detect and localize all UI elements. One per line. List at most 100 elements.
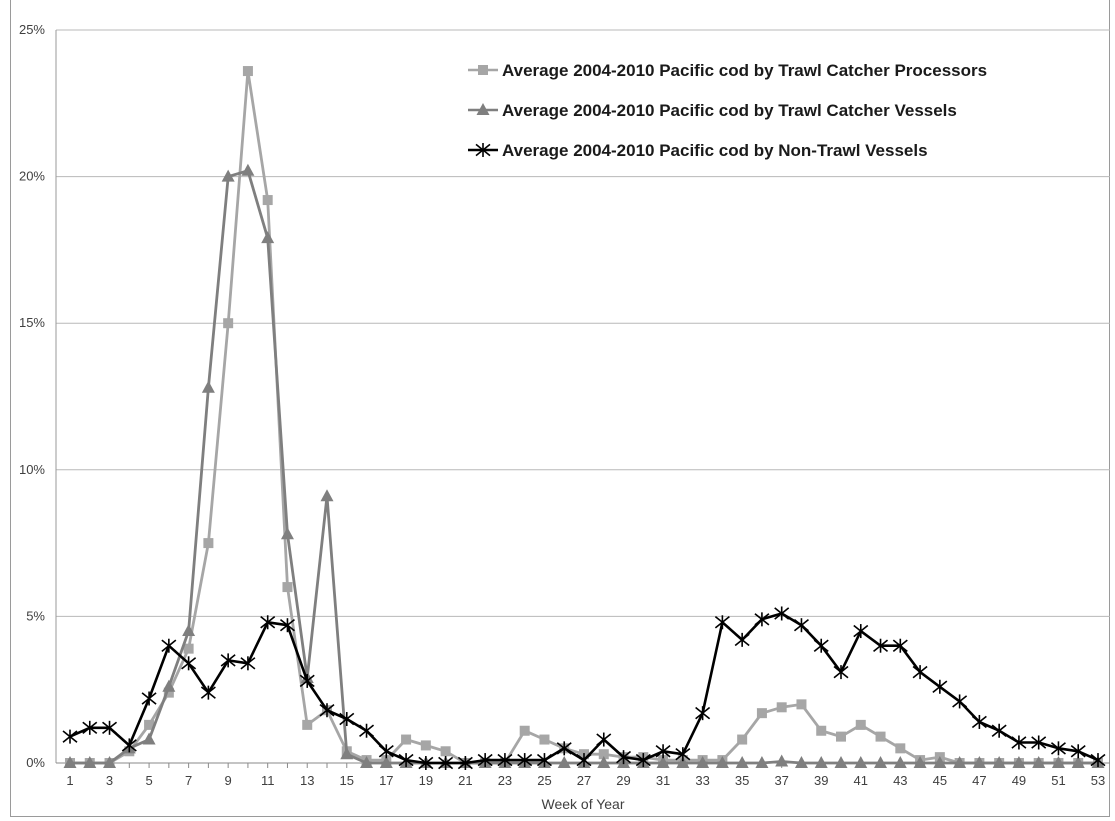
- data-point: [695, 706, 711, 721]
- y-tick-label: 0%: [26, 755, 45, 770]
- data-point: [596, 732, 612, 747]
- data-point: [576, 753, 592, 768]
- data-point: [756, 708, 767, 719]
- x-tick-label: 29: [616, 773, 630, 788]
- star-stroke: [438, 756, 454, 770]
- series-line: [69, 612, 1099, 765]
- x-tick-label: 23: [498, 773, 512, 788]
- series-group: [62, 66, 1106, 770]
- x-tick-label: 43: [893, 773, 907, 788]
- data-point: [796, 699, 807, 710]
- data-point: [1032, 756, 1046, 768]
- star-stroke: [695, 706, 711, 720]
- x-tick-label: 15: [340, 773, 354, 788]
- legend-item: Average 2004-2010 Pacific cod by Non-Tra…: [468, 141, 928, 160]
- star-stroke: [339, 712, 355, 726]
- star-stroke: [655, 745, 671, 758]
- data-point: [141, 691, 157, 706]
- x-tick-label: 3: [106, 773, 113, 788]
- x-tick-label: 41: [854, 773, 868, 788]
- star-stroke: [457, 756, 473, 770]
- x-tick-label: 31: [656, 773, 670, 788]
- star-stroke: [793, 618, 809, 632]
- data-point: [203, 538, 214, 549]
- star-stroke: [714, 616, 730, 629]
- data-point: [1051, 756, 1065, 768]
- star-stroke: [181, 657, 197, 670]
- star-stroke: [833, 665, 849, 679]
- data-point: [598, 749, 609, 760]
- data-point: [734, 632, 750, 647]
- star-stroke: [892, 639, 908, 652]
- star-stroke: [319, 703, 335, 717]
- star-stroke: [475, 143, 491, 157]
- star-stroke: [1090, 753, 1106, 767]
- x-tick-label: 49: [1012, 773, 1026, 788]
- data-point: [240, 656, 256, 671]
- data-point: [616, 750, 632, 765]
- data-point: [162, 679, 176, 692]
- star-stroke: [536, 753, 552, 767]
- star-stroke: [1050, 742, 1066, 755]
- data-point: [142, 732, 156, 745]
- gridlines: [55, 29, 1110, 764]
- star-stroke: [853, 624, 869, 638]
- x-tick-label: 25: [537, 773, 551, 788]
- data-point: [1050, 741, 1066, 756]
- data-point: [675, 747, 691, 762]
- data-point: [597, 756, 611, 768]
- star-stroke: [161, 639, 177, 652]
- data-point: [241, 163, 255, 176]
- data-point: [794, 756, 808, 768]
- data-point: [279, 618, 295, 633]
- data-point: [676, 756, 690, 768]
- data-point: [754, 612, 770, 627]
- star-stroke: [477, 753, 493, 767]
- y-tick-label: 15%: [19, 315, 45, 330]
- star-stroke: [62, 730, 78, 743]
- star-stroke: [200, 686, 216, 699]
- data-point: [972, 756, 986, 768]
- data-point: [814, 756, 828, 768]
- data-point: [1071, 756, 1085, 768]
- star-stroke: [279, 618, 295, 632]
- star-stroke: [260, 616, 276, 629]
- data-point: [398, 753, 414, 768]
- data-point: [163, 687, 174, 698]
- x-tick-label: 45: [933, 773, 947, 788]
- data-point: [953, 756, 967, 768]
- data-point: [282, 582, 293, 593]
- data-point: [776, 702, 787, 713]
- star-stroke: [971, 715, 987, 729]
- star-stroke: [378, 745, 394, 758]
- data-point: [971, 714, 987, 729]
- x-tick-label: 27: [577, 773, 591, 788]
- data-point: [912, 665, 928, 680]
- star-stroke: [418, 756, 434, 770]
- legend-item: Average 2004-2010 Pacific cod by Trawl C…: [468, 101, 957, 120]
- x-tick-label: 13: [300, 773, 314, 788]
- star-stroke: [102, 721, 118, 735]
- data-point: [339, 712, 355, 727]
- data-point: [536, 753, 552, 768]
- data-point: [836, 731, 846, 742]
- star-stroke: [774, 607, 790, 620]
- x-tick-label: 47: [972, 773, 986, 788]
- x-tick-label: 9: [225, 773, 232, 788]
- legend-item: Average 2004-2010 Pacific cod by Trawl C…: [468, 61, 987, 80]
- star-stroke: [813, 639, 829, 652]
- data-point: [834, 756, 848, 768]
- data-point: [696, 756, 710, 768]
- star-stroke: [240, 657, 256, 670]
- data-point: [420, 740, 431, 751]
- data-point: [360, 756, 374, 768]
- x-tick-label: 19: [419, 773, 433, 788]
- series-line: [70, 69, 1098, 765]
- data-point: [539, 734, 550, 745]
- x-tick-label: 33: [695, 773, 709, 788]
- data-point: [557, 756, 571, 768]
- data-point: [201, 380, 215, 393]
- data-point: [793, 618, 809, 633]
- star-stroke: [220, 654, 236, 667]
